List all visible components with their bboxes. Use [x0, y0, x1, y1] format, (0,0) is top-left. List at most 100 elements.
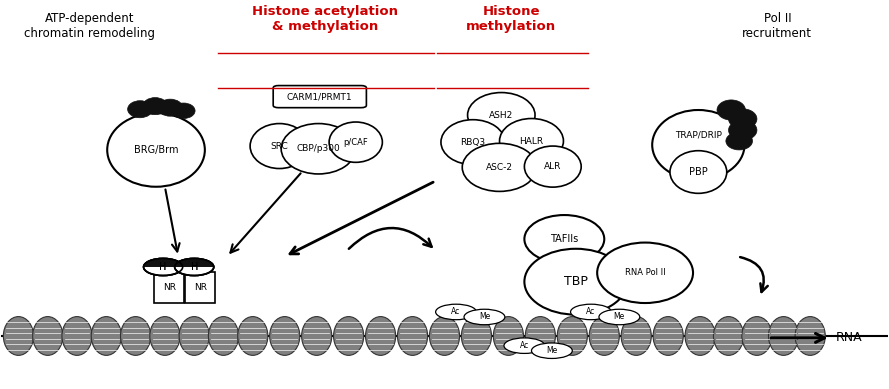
Text: NR: NR: [194, 283, 207, 292]
Text: H: H: [159, 262, 167, 272]
Ellipse shape: [525, 215, 605, 263]
Ellipse shape: [62, 317, 92, 356]
Ellipse shape: [174, 258, 213, 275]
Ellipse shape: [795, 317, 825, 356]
Text: ALR: ALR: [544, 162, 562, 171]
Ellipse shape: [532, 343, 573, 358]
Ellipse shape: [143, 98, 167, 115]
FancyArrowPatch shape: [741, 257, 768, 292]
Ellipse shape: [599, 309, 640, 325]
Ellipse shape: [429, 317, 460, 356]
Ellipse shape: [174, 258, 213, 275]
Text: RNA Pol II: RNA Pol II: [625, 268, 665, 277]
Ellipse shape: [121, 317, 151, 356]
Ellipse shape: [741, 317, 772, 356]
Ellipse shape: [726, 132, 752, 150]
Text: TRAP/DRIP: TRAP/DRIP: [675, 131, 722, 140]
FancyBboxPatch shape: [273, 86, 366, 108]
Ellipse shape: [108, 113, 204, 187]
Ellipse shape: [144, 258, 182, 275]
Ellipse shape: [172, 103, 195, 119]
Text: Ac: Ac: [452, 307, 461, 316]
Ellipse shape: [33, 317, 63, 356]
Text: TBP: TBP: [564, 275, 588, 288]
Ellipse shape: [333, 317, 364, 356]
Text: Histone
methylation: Histone methylation: [466, 5, 557, 33]
Ellipse shape: [397, 317, 428, 356]
Ellipse shape: [653, 317, 684, 356]
Ellipse shape: [525, 146, 581, 187]
FancyArrowPatch shape: [348, 228, 432, 249]
Ellipse shape: [525, 317, 556, 356]
Ellipse shape: [571, 304, 612, 320]
Text: BRG/Brm: BRG/Brm: [133, 145, 179, 155]
Ellipse shape: [144, 258, 182, 275]
Text: ASC-2: ASC-2: [486, 163, 513, 172]
Ellipse shape: [128, 101, 153, 118]
Text: Me: Me: [479, 312, 490, 321]
Ellipse shape: [144, 258, 182, 275]
Ellipse shape: [717, 100, 745, 120]
Ellipse shape: [493, 317, 524, 356]
Text: p/CAF: p/CAF: [343, 138, 368, 147]
Text: Ac: Ac: [520, 341, 529, 350]
Ellipse shape: [281, 124, 356, 174]
Text: Pol II
recruitment: Pol II recruitment: [742, 12, 813, 40]
Text: H: H: [190, 262, 198, 272]
Text: NR: NR: [163, 283, 176, 292]
Ellipse shape: [250, 124, 308, 168]
Ellipse shape: [653, 110, 744, 180]
Ellipse shape: [365, 317, 396, 356]
Ellipse shape: [462, 143, 537, 191]
Ellipse shape: [589, 317, 620, 356]
Ellipse shape: [621, 317, 652, 356]
Ellipse shape: [158, 99, 182, 116]
Ellipse shape: [461, 317, 492, 356]
Text: Ac: Ac: [587, 307, 596, 316]
Ellipse shape: [464, 309, 505, 325]
Text: TAFIIs: TAFIIs: [550, 234, 579, 244]
Text: Me: Me: [546, 346, 557, 355]
Ellipse shape: [301, 317, 332, 356]
Text: H: H: [190, 262, 198, 272]
Text: Me: Me: [613, 312, 625, 321]
Text: SRC: SRC: [270, 142, 288, 151]
Ellipse shape: [468, 93, 535, 138]
Polygon shape: [144, 258, 182, 267]
Text: HALR: HALR: [519, 137, 543, 145]
Ellipse shape: [670, 151, 727, 193]
Text: ATP-dependent
chromatin remodeling: ATP-dependent chromatin remodeling: [24, 12, 155, 40]
Text: Histone acetylation
& methylation: Histone acetylation & methylation: [252, 5, 397, 33]
Text: H: H: [159, 262, 167, 272]
Text: ASH2: ASH2: [489, 110, 514, 119]
Ellipse shape: [208, 317, 238, 356]
Text: PBP: PBP: [689, 167, 708, 177]
Ellipse shape: [685, 317, 716, 356]
Ellipse shape: [714, 317, 743, 356]
Ellipse shape: [500, 119, 564, 163]
Text: CBP/p300: CBP/p300: [297, 144, 340, 153]
Ellipse shape: [269, 317, 300, 356]
Ellipse shape: [4, 317, 34, 356]
Text: RNA: RNA: [836, 331, 862, 344]
Ellipse shape: [150, 317, 180, 356]
Ellipse shape: [504, 338, 545, 354]
Ellipse shape: [557, 317, 588, 356]
Text: RBQ3: RBQ3: [461, 138, 485, 147]
Ellipse shape: [525, 249, 628, 315]
Ellipse shape: [729, 120, 757, 140]
Ellipse shape: [729, 109, 757, 129]
Polygon shape: [174, 258, 213, 267]
Bar: [185, 272, 215, 303]
Ellipse shape: [768, 317, 798, 356]
Ellipse shape: [436, 304, 477, 320]
Text: CARM1/PRMT1: CARM1/PRMT1: [287, 92, 353, 101]
Ellipse shape: [174, 258, 213, 275]
Ellipse shape: [237, 317, 268, 356]
Ellipse shape: [329, 122, 382, 162]
Ellipse shape: [92, 317, 122, 356]
Ellipse shape: [597, 243, 693, 303]
Ellipse shape: [179, 317, 209, 356]
Ellipse shape: [441, 120, 505, 165]
Bar: [155, 272, 184, 303]
